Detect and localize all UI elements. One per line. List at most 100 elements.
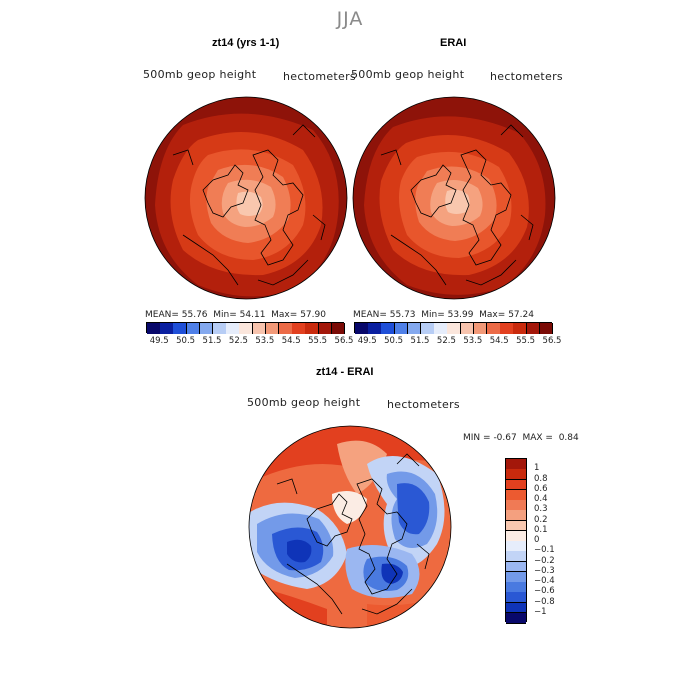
panel1-mean-label: MEAN= — [145, 310, 179, 320]
diff-colorbar-tick-label: 0.8 — [534, 473, 548, 484]
panel2-max-label: Max= — [479, 310, 506, 320]
panel2-colorbar-swatch — [487, 323, 501, 334]
panel1-max-label: Max= — [271, 310, 298, 320]
diff-title: zt14 - ERAI — [316, 366, 374, 378]
diff-colorbar-swatch — [506, 489, 526, 501]
diff-colorbar-swatch — [506, 602, 526, 614]
diff-colorbar-swatch — [506, 612, 526, 624]
panel1-colorbar-swatch — [279, 323, 293, 334]
panel2-mean-label: MEAN= — [353, 310, 387, 320]
panel2-max: 57.24 — [508, 310, 534, 320]
diff-colorbar-swatch — [506, 592, 526, 603]
panel2-title: ERAI — [440, 37, 467, 49]
panel2-colorbar-swatch — [513, 323, 528, 334]
diff-colorbar-tick-label: 0.3 — [534, 504, 548, 515]
diff-colorbar-tick-label: −0.1 — [534, 545, 555, 556]
diff-colorbar-tick-label: −0.6 — [534, 586, 555, 597]
diff-colorbar-swatch — [506, 582, 526, 593]
panel2-stats: MEAN= 55.73 Min= 53.99 Max= 57.24 — [353, 310, 534, 320]
diff-colorbar-tick-label: 0.6 — [534, 483, 548, 494]
season-title: JJA — [336, 8, 364, 30]
panel1-units: hectometers — [283, 70, 356, 83]
panel1-colorbar-swatch — [147, 323, 161, 334]
diff-minmax: MIN = -0.67 MAX = 0.84 — [463, 433, 579, 443]
diff-colorbar-tick-label: 0.2 — [534, 514, 548, 525]
panel1-colorbar-swatch — [239, 323, 254, 334]
diff-colorbar-tick-label: −0.2 — [534, 555, 555, 566]
diff-colorbar — [505, 458, 527, 624]
diff-colorbar-tick-label: 0.4 — [534, 494, 548, 504]
panel2-colorbar-swatch — [368, 323, 382, 334]
panel1-colorbar-tick-label: 53.5 — [255, 336, 275, 346]
panel1-colorbar-swatch — [265, 323, 280, 334]
diff-max-label: MAX = — [522, 433, 553, 443]
panel1-colorbar-swatch — [318, 323, 333, 334]
diff-colorbar-ticks: 1 0.8 0.6 0.4 0.3 0.2 0.1 0 −0.1 −0.2 −0.3 −0.4 −0.6… — [530, 458, 570, 622]
panel2-mean: 55.73 — [389, 310, 416, 320]
panel1-colorbar-swatch — [160, 323, 174, 334]
panel2-colorbar-tick-label: 51.5 — [410, 336, 430, 346]
panel2-colorbar-swatch — [434, 323, 448, 334]
diff-colorbar-swatch — [506, 500, 526, 511]
panel1-colorbar-tick-label: 51.5 — [202, 336, 222, 346]
diff-units: hectometers — [387, 398, 460, 411]
panel1-colorbar-swatch — [292, 323, 306, 334]
diff-polar-map — [248, 425, 452, 629]
diff-colorbar-tick-label: −0.4 — [534, 576, 555, 586]
panel1-colorbar-ticks: 49.5 50.5 51.5 52.5 53.5 54.5 55.5 56.5 — [146, 336, 354, 348]
panel1-colorbar-swatch — [252, 323, 267, 334]
panel2-colorbar-swatch — [407, 323, 422, 334]
panel2-colorbar-tick-label: 49.5 — [357, 336, 377, 346]
panel2-colorbar-swatch — [460, 323, 475, 334]
diff-colorbar-swatch — [506, 561, 526, 573]
diff-colorbar-tick-label: 0 — [534, 535, 540, 545]
panel2-colorbar-swatch — [539, 323, 554, 334]
diff-colorbar-swatch — [506, 520, 526, 532]
diff-colorbar-tick-label: −0.3 — [534, 565, 555, 576]
panel1-min: 54.11 — [239, 310, 266, 320]
panel1-max: 57.90 — [300, 310, 326, 320]
diff-colorbar-swatch — [506, 479, 526, 491]
panel1-min-label: Min= — [213, 310, 237, 320]
panel2-colorbar-tick-label: 53.5 — [463, 336, 483, 346]
panel2-colorbar-swatch — [500, 323, 514, 334]
panel1-colorbar-swatch — [173, 323, 188, 334]
panel2-min: 53.99 — [447, 310, 474, 320]
panel2-variable: 500mb geop height — [351, 68, 465, 81]
panel2-colorbar-swatch — [526, 323, 541, 334]
diff-colorbar-swatch — [506, 510, 526, 521]
panel2-colorbar-swatch — [355, 323, 369, 334]
panel1-colorbar-swatch — [305, 323, 320, 334]
panel2-colorbar-swatch — [421, 323, 435, 334]
diff-colorbar-tick-label: −1 — [534, 606, 547, 617]
diff-colorbar-tick-label: 1 — [534, 463, 540, 474]
panel2-colorbar-swatch — [473, 323, 488, 334]
panel1-colorbar-tick-label: 56.5 — [334, 336, 354, 346]
diff-colorbar-swatch — [506, 530, 526, 542]
diff-variable: 500mb geop height — [247, 396, 361, 409]
panel2-colorbar-tick-label: 50.5 — [384, 336, 404, 346]
panel1-colorbar-tick-label: 52.5 — [228, 336, 248, 346]
panel1-mean: 55.76 — [181, 310, 208, 320]
panel1-colorbar-tick-label: 50.5 — [176, 336, 196, 346]
diff-min-label: MIN = — [463, 433, 491, 443]
panel1-variable: 500mb geop height — [143, 68, 257, 81]
diff-min: -0.67 — [493, 433, 517, 443]
diff-colorbar-swatch — [506, 541, 526, 552]
diff-colorbar-tick-label: −0.8 — [534, 596, 555, 607]
panel1-colorbar-tick-label: 49.5 — [149, 336, 169, 346]
panel1-colorbar-swatch — [186, 323, 201, 334]
panel1-colorbar-tick-label: 54.5 — [281, 336, 301, 346]
panel2-colorbar-swatch — [381, 323, 396, 334]
panel2-units: hectometers — [490, 70, 563, 83]
diff-colorbar-swatch — [506, 551, 526, 562]
panel2-min-label: Min= — [421, 310, 445, 320]
panel1-title: zt14 (yrs 1-1) — [212, 37, 280, 49]
panel1-stats: MEAN= 55.76 Min= 54.11 Max= 57.90 — [145, 310, 326, 320]
panel2-colorbar-tick-label: 56.5 — [542, 336, 562, 346]
panel2-colorbar-tick-label: 55.5 — [516, 336, 536, 346]
panel1-colorbar-swatch — [226, 323, 240, 334]
panel2-colorbar-swatch — [447, 323, 462, 334]
panel1-colorbar — [146, 322, 346, 334]
panel1-colorbar-swatch — [213, 323, 227, 334]
